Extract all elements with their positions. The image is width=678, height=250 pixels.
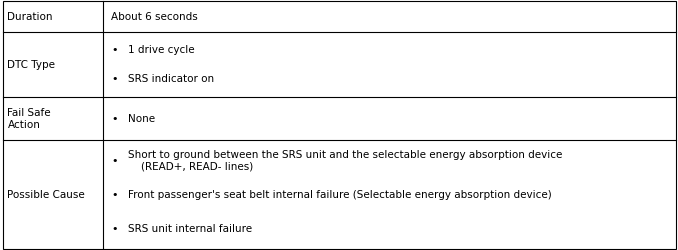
Text: DTC Type: DTC Type — [7, 60, 56, 70]
Text: •: • — [111, 45, 117, 55]
Text: •: • — [111, 114, 117, 124]
Text: •: • — [111, 156, 117, 166]
Text: Duration: Duration — [7, 12, 53, 22]
Text: Front passenger's seat belt internal failure (Selectable energy absorption devic: Front passenger's seat belt internal fai… — [128, 190, 552, 200]
Text: 1 drive cycle: 1 drive cycle — [128, 45, 195, 55]
Text: •: • — [111, 224, 117, 234]
Text: Short to ground between the SRS unit and the selectable energy absorption device: Short to ground between the SRS unit and… — [128, 150, 562, 171]
Text: SRS unit internal failure: SRS unit internal failure — [128, 224, 252, 234]
Text: SRS indicator on: SRS indicator on — [128, 74, 214, 85]
Text: •: • — [111, 74, 117, 85]
Text: Possible Cause: Possible Cause — [7, 190, 85, 200]
Text: About 6 seconds: About 6 seconds — [111, 12, 198, 22]
Text: •: • — [111, 190, 117, 200]
Text: Fail Safe
Action: Fail Safe Action — [7, 108, 51, 130]
Text: None: None — [128, 114, 155, 124]
